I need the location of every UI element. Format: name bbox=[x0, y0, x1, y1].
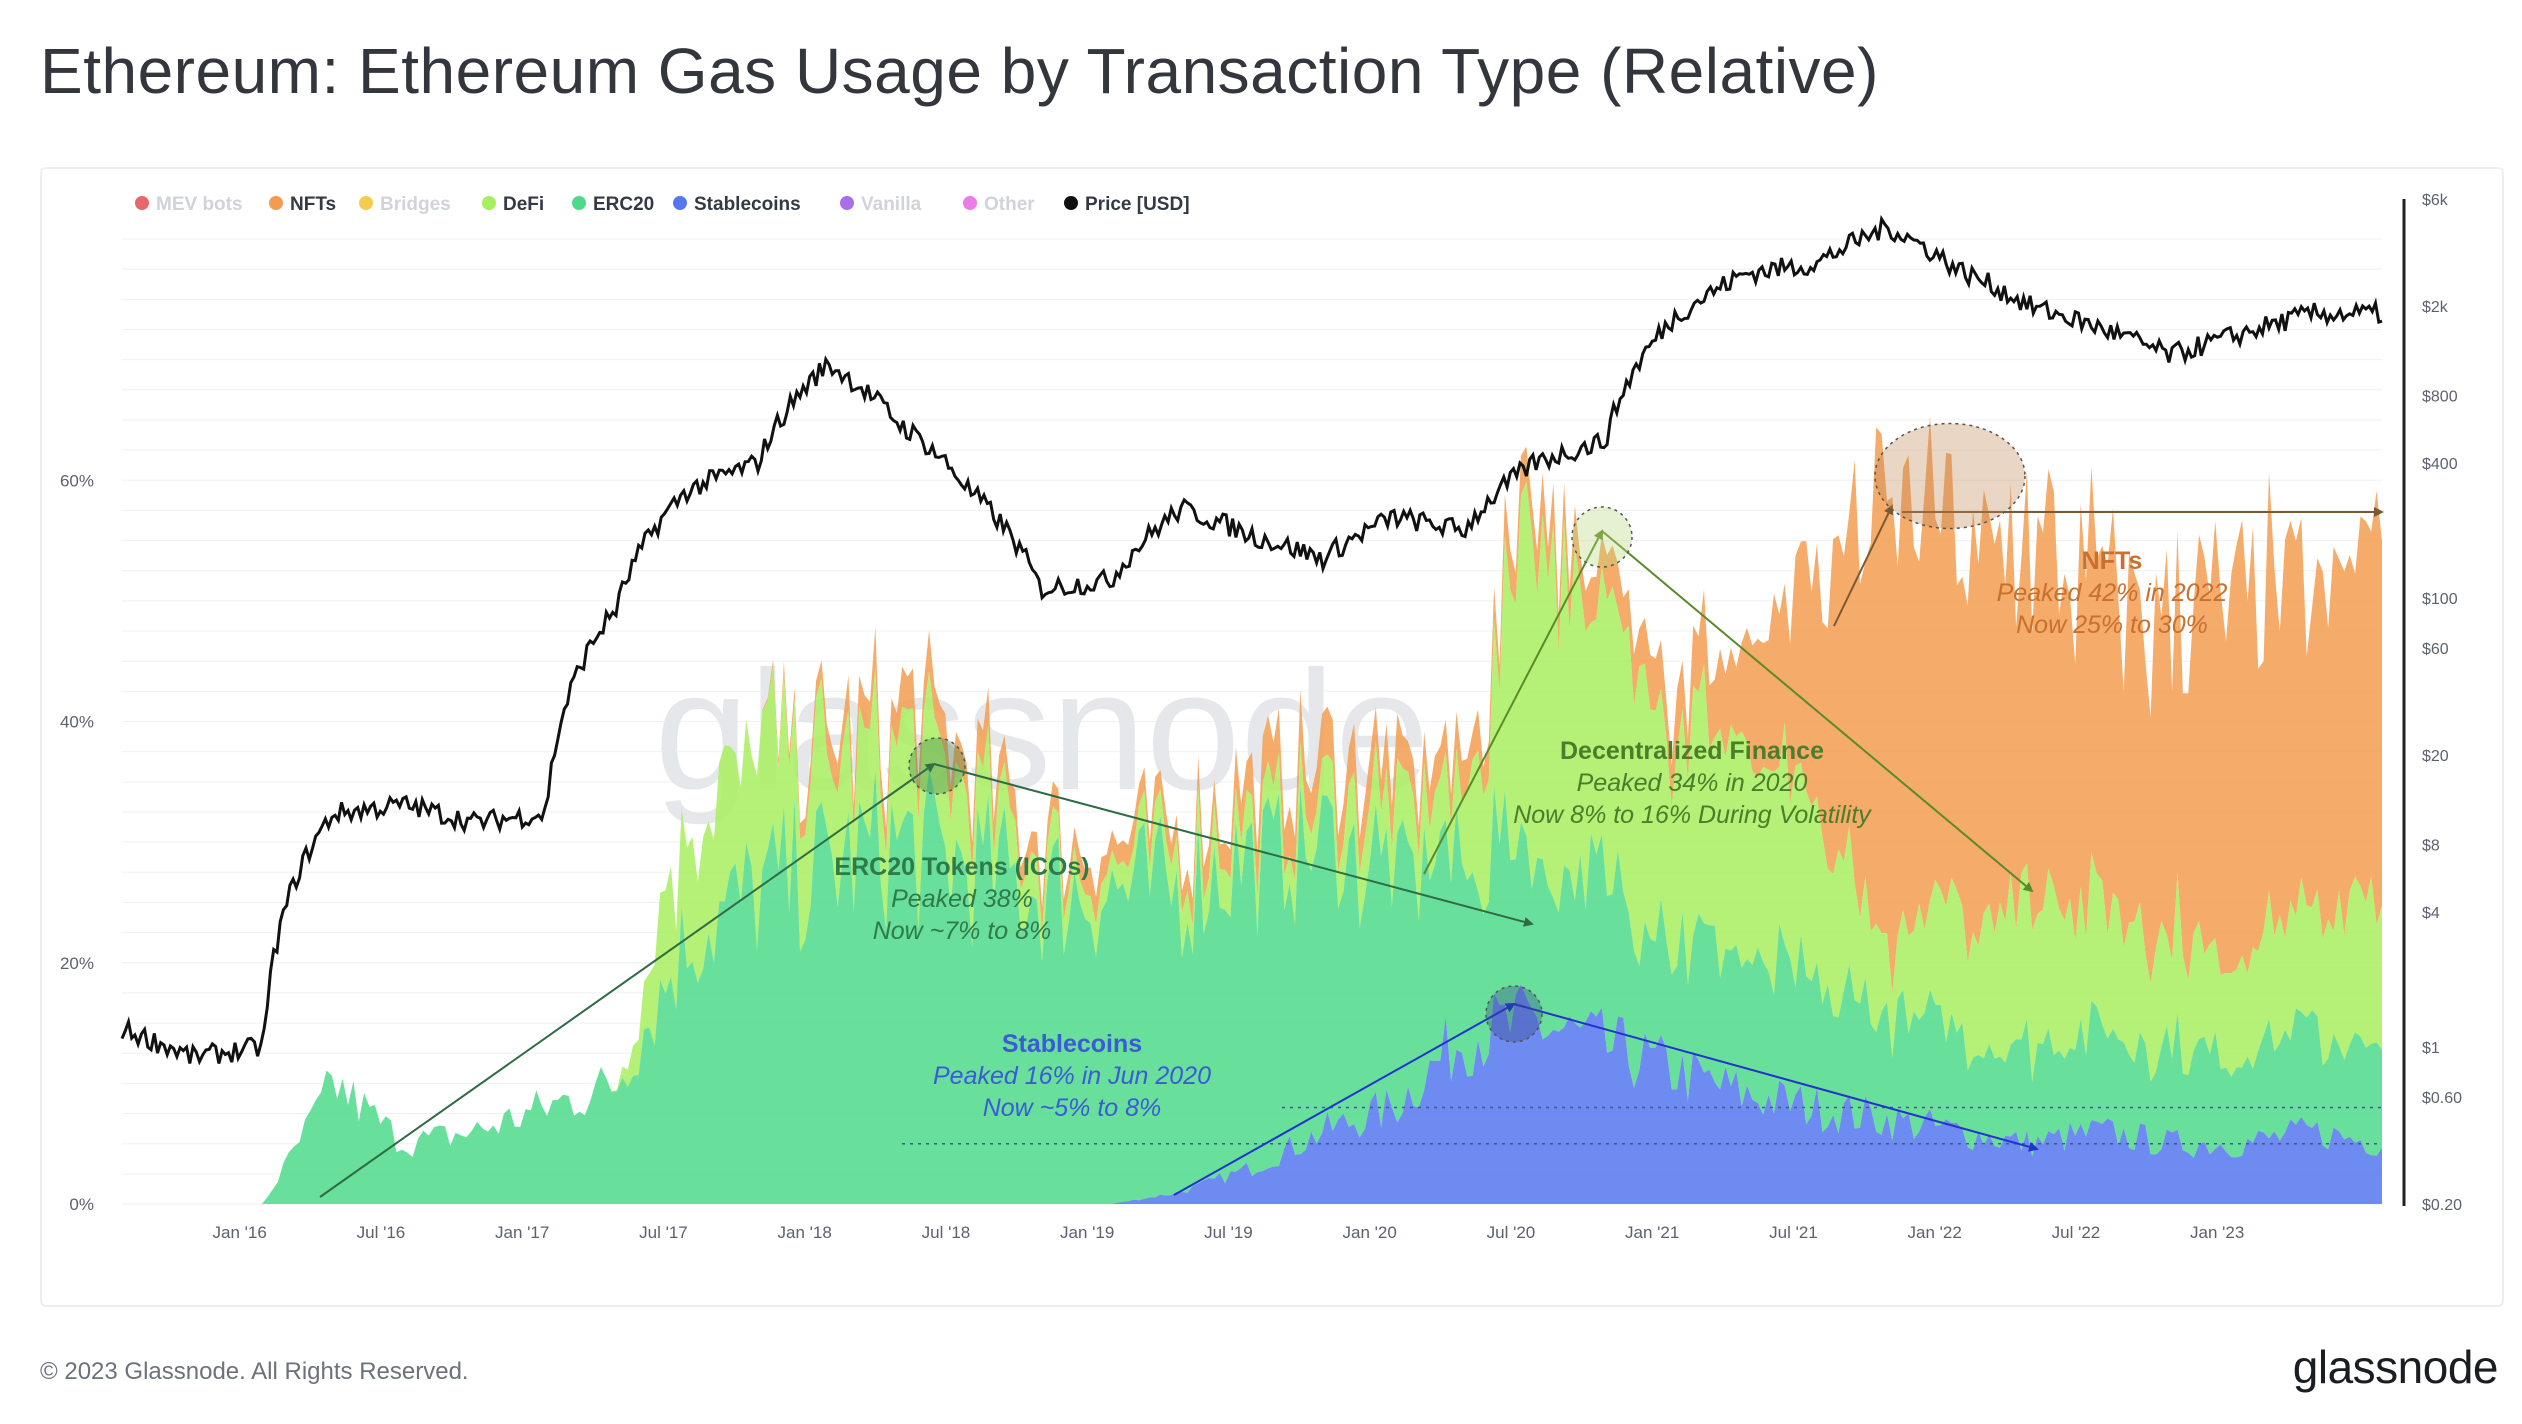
y-tick-label-right: $6k bbox=[2422, 192, 2449, 209]
annotation-title: Decentralized Finance bbox=[1560, 737, 1824, 765]
page-title: Ethereum: Ethereum Gas Usage by Transact… bbox=[40, 35, 1879, 107]
area-stablecoins bbox=[122, 984, 2382, 1204]
legend-swatch bbox=[673, 196, 687, 210]
x-tick-label: Jul '20 bbox=[1487, 1223, 1536, 1242]
legend-item: ERC20 bbox=[593, 194, 654, 215]
legend-item: Stablecoins bbox=[694, 194, 801, 215]
legend-swatch bbox=[1064, 196, 1078, 210]
x-tick-label: Jan '18 bbox=[778, 1223, 832, 1242]
legend: MEV bots NFTs Bridges DeFi ERC20 Stablecoins V… bbox=[135, 194, 1190, 215]
annotation-line: Peaked 16% in Jun 2020 bbox=[933, 1062, 1211, 1090]
peak-marker bbox=[1485, 985, 1543, 1043]
area-erc20 bbox=[122, 767, 2382, 1204]
x-tick-label: Jan '17 bbox=[495, 1223, 549, 1242]
legend-swatch bbox=[482, 196, 496, 210]
legend-item: Vanilla bbox=[861, 194, 922, 215]
legend-item: Bridges bbox=[380, 194, 451, 215]
y-axis-left: 0% 20% 40% 60% bbox=[60, 471, 94, 1214]
annotations: ERC20 Tokens (ICOs) Peaked 38% Now ~7% to … bbox=[834, 547, 2227, 1122]
x-tick-label: Jan '19 bbox=[1060, 1223, 1114, 1242]
legend-swatch bbox=[269, 196, 283, 210]
y-tick-label-right: $2k bbox=[2422, 299, 2449, 316]
x-tick-label: Jul '19 bbox=[1204, 1223, 1253, 1242]
y-tick-label-right: $60 bbox=[2422, 641, 2449, 658]
y-tick-label-left: 60% bbox=[60, 471, 94, 490]
chart-svg: glassnode0%20%40%60%$0.20$0.60$1$4$8$20$… bbox=[60, 192, 2462, 1242]
annotation-line: Now ~5% to 8% bbox=[983, 1094, 1162, 1122]
y-tick-label-right: $400 bbox=[2422, 456, 2458, 473]
annotation-arrows bbox=[319, 422, 2384, 1198]
y-tick-label-right: $0.60 bbox=[2422, 1090, 2462, 1107]
annotation-title: Stablecoins bbox=[1002, 1030, 1142, 1058]
x-tick-label: Jan '22 bbox=[1908, 1223, 1962, 1242]
y-tick-label-right: $800 bbox=[2422, 388, 2458, 405]
y-tick-label-right: $20 bbox=[2422, 748, 2449, 765]
y-tick-label-right: $8 bbox=[2422, 837, 2440, 854]
legend-swatch bbox=[572, 196, 586, 210]
y-tick-label-right: $1 bbox=[2422, 1040, 2440, 1057]
x-tick-label: Jan '21 bbox=[1625, 1223, 1679, 1242]
legend-swatch bbox=[840, 196, 854, 210]
annotation-arrow bbox=[1513, 1003, 2039, 1152]
peak-marker bbox=[1874, 422, 2026, 530]
x-tick-label: Jul '16 bbox=[357, 1223, 406, 1242]
y-tick-label-left: 40% bbox=[60, 713, 94, 732]
x-axis: Jan '16 Jul '16 Jan '17 Jul '17 Jan '18 Jul '… bbox=[213, 1223, 2245, 1242]
legend-item: DeFi bbox=[503, 194, 544, 215]
price-line bbox=[120, 214, 2383, 1066]
brand-logo: glassnode bbox=[2292, 1341, 2499, 1393]
y-tick-label-right: $100 bbox=[2422, 591, 2458, 608]
legend-item: NFTs bbox=[290, 194, 336, 215]
annotation-line: Now ~7% to 8% bbox=[873, 917, 1052, 945]
legend-swatch bbox=[963, 196, 977, 210]
annotation-line: Peaked 34% in 2020 bbox=[1577, 769, 1808, 797]
y-tick-label-left: 0% bbox=[69, 1195, 94, 1214]
legend-swatch bbox=[359, 196, 373, 210]
legend-item: Other bbox=[984, 194, 1035, 215]
legend-item: MEV bots bbox=[156, 194, 243, 215]
legend-swatch bbox=[135, 196, 149, 210]
x-tick-label: Jul '18 bbox=[922, 1223, 971, 1242]
annotation-line: Now 8% to 16% During Volatility bbox=[1513, 801, 1872, 829]
peak-marker bbox=[1571, 506, 1633, 568]
area-layers bbox=[122, 415, 2382, 1204]
x-tick-label: Jul '21 bbox=[1769, 1223, 1818, 1242]
annotation-arrow bbox=[933, 763, 1534, 927]
annotation-title: NFTs bbox=[2082, 547, 2143, 575]
x-tick-label: Jan '20 bbox=[1343, 1223, 1397, 1242]
legend-item: Price [USD] bbox=[1085, 194, 1190, 215]
annotation-line: Peaked 42% in 2022 bbox=[1997, 579, 2228, 607]
x-tick-label: Jul '17 bbox=[639, 1223, 688, 1242]
annotation-arrow bbox=[1833, 504, 1894, 627]
copyright-footer: © 2023 Glassnode. All Rights Reserved. bbox=[40, 1358, 469, 1385]
peak-marker bbox=[908, 737, 966, 795]
x-tick-label: Jan '23 bbox=[2190, 1223, 2244, 1242]
area-nfts bbox=[122, 415, 2382, 1204]
y-axis-right: $0.20 $0.60 $1 $4 $8 $20 $60 $100 $400 $800 $2k $6k bbox=[2422, 192, 2462, 1214]
y-tick-label-right: $4 bbox=[2422, 905, 2440, 922]
annotation-line: Peaked 38% bbox=[891, 885, 1033, 913]
annotation-arrow bbox=[1423, 529, 1603, 875]
y-tick-label-right: $0.20 bbox=[2422, 1197, 2462, 1214]
annotation-line: Now 25% to 30% bbox=[2016, 611, 2208, 639]
x-tick-label: Jan '16 bbox=[213, 1223, 267, 1242]
annotation-arrow bbox=[1601, 530, 2034, 893]
annotation-arrow bbox=[319, 762, 936, 1198]
annotation-arrow bbox=[1173, 1003, 1516, 1196]
annotation-title: ERC20 Tokens (ICOs) bbox=[834, 853, 1089, 881]
x-tick-label: Jul '22 bbox=[2052, 1223, 2101, 1242]
chart-panel: glassnode 0% 20% 40% 60% $0.20 $0.60 $1 $4 $8 $20 $… bbox=[40, 167, 2504, 1307]
y-tick-label-left: 20% bbox=[60, 954, 94, 973]
